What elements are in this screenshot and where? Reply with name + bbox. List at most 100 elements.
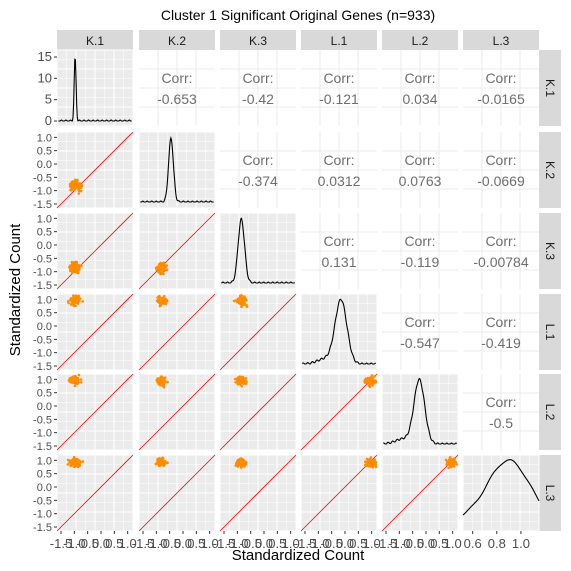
row-strip-K.3 [539,213,561,289]
x-tick-label: 0.5 [187,536,205,551]
scatter-point [162,385,166,389]
corr-value: -0.42 [242,91,274,107]
row-strip-L.1 [539,294,561,370]
scatter-point [241,377,245,381]
scatter-point [158,304,162,308]
y-tick-label: 0.5 [37,146,52,158]
scatter-point [163,463,166,466]
scatter-point [163,380,166,383]
reference-line [56,212,134,290]
y-tick-label: 0.0 [37,240,52,252]
scatter-point [156,377,159,380]
scatter-point [74,296,78,300]
scatter-point [449,457,453,461]
corr-value: -0.121 [319,91,359,107]
scatter-point [76,382,80,385]
scatter-point [371,460,375,463]
scatter-point [71,270,74,273]
y-tick-label: 0.0 [37,482,52,494]
row-strip-K.2 [539,132,561,208]
x-tick-label: -1.5 [375,536,397,551]
scatter-point [79,381,83,384]
y-tick-label: -1.0 [33,186,52,198]
column-strip-label: L.1 [331,34,348,48]
corr-value: -0.653 [157,91,197,107]
scatter-point [239,466,243,469]
scatter-point [164,265,168,268]
scatter-point [71,378,74,382]
scatter-point [159,381,163,384]
scatter-point [79,184,82,187]
scatter-point [73,384,77,388]
panel-K.1-K.2: Corr: -0.653 [139,50,215,126]
column-strip-label: L.3 [493,34,510,48]
corr-label: Corr: [485,152,516,168]
scatter-point [371,463,375,466]
scatter-point [240,301,244,304]
x-tick-label: -0.5 [158,536,180,551]
corr-value: -0.419 [481,335,521,351]
scatter-point [72,263,75,266]
scatter-point [162,302,166,305]
density-curve-L.2 [383,377,458,445]
x-tick-label: 1.0 [444,536,462,551]
reference-line [381,454,459,532]
corr-value: -0.119 [401,254,440,270]
scatter-point [364,463,367,467]
scatter-point [160,297,163,301]
corr-label: Corr: [323,70,354,86]
scatter-point [374,463,378,467]
corr-label: Corr: [404,233,435,249]
panel-L.1-K.1 [56,293,134,371]
x-tick-label: 0.0 [92,536,110,551]
corr-value: 0.0312 [318,173,361,189]
scatter-point [236,380,240,384]
row-strip-label: L.3 [543,485,557,502]
scatter-point [165,268,169,271]
y-tick-label: 0 [45,113,52,128]
scatter-point [76,462,80,465]
x-tick-label: -1.5 [50,536,72,551]
scatter-point [364,460,367,463]
density-curve-L.1 [301,298,377,365]
y-tick-label: -1.0 [33,428,52,440]
scatter-point [77,189,81,193]
scatter-point [73,299,77,302]
panel-K.1-L.2: Corr: 0.034 [382,50,458,126]
corr-value: 0.034 [402,91,437,107]
y-tick-label: 1.0 [37,374,52,386]
scatter-point [233,299,237,303]
panel-K.1-K.1 [56,49,134,127]
y-tick-label: 0.0 [37,401,52,413]
y-tick-label: 0.5 [37,227,52,239]
corr-label: Corr: [323,233,354,249]
scatter-point [367,377,371,381]
y-tick-label: -0.5 [33,414,52,426]
scatter-point [77,187,81,190]
scatter-point [162,460,165,464]
scatter-point [72,457,75,461]
x-tick-label: -1.0 [226,536,248,551]
scatter-point [71,299,74,302]
scatter-point [73,266,76,269]
corr-label: Corr: [485,394,516,410]
reference-line [219,454,297,532]
scatter-point [236,297,240,301]
scatter-point [163,376,167,380]
scatter-point [73,461,77,464]
x-tick-label: -0.5 [239,536,261,551]
y-tick-label: 0.0 [37,321,52,333]
corr-label: Corr: [161,70,192,86]
x-tick-label: -1.5 [213,536,235,551]
scatter-point [74,263,78,266]
corr-value: -0.547 [400,335,440,351]
scatter-point [160,378,164,381]
scatter-point [374,381,378,384]
reference-line [138,293,216,371]
scatter-point [453,457,456,461]
corr-label: Corr: [242,70,273,86]
scatter-point [78,460,82,463]
x-axis-title: Standardized Count [232,547,365,564]
scatter-point [369,459,372,463]
scatter-point [158,295,161,298]
